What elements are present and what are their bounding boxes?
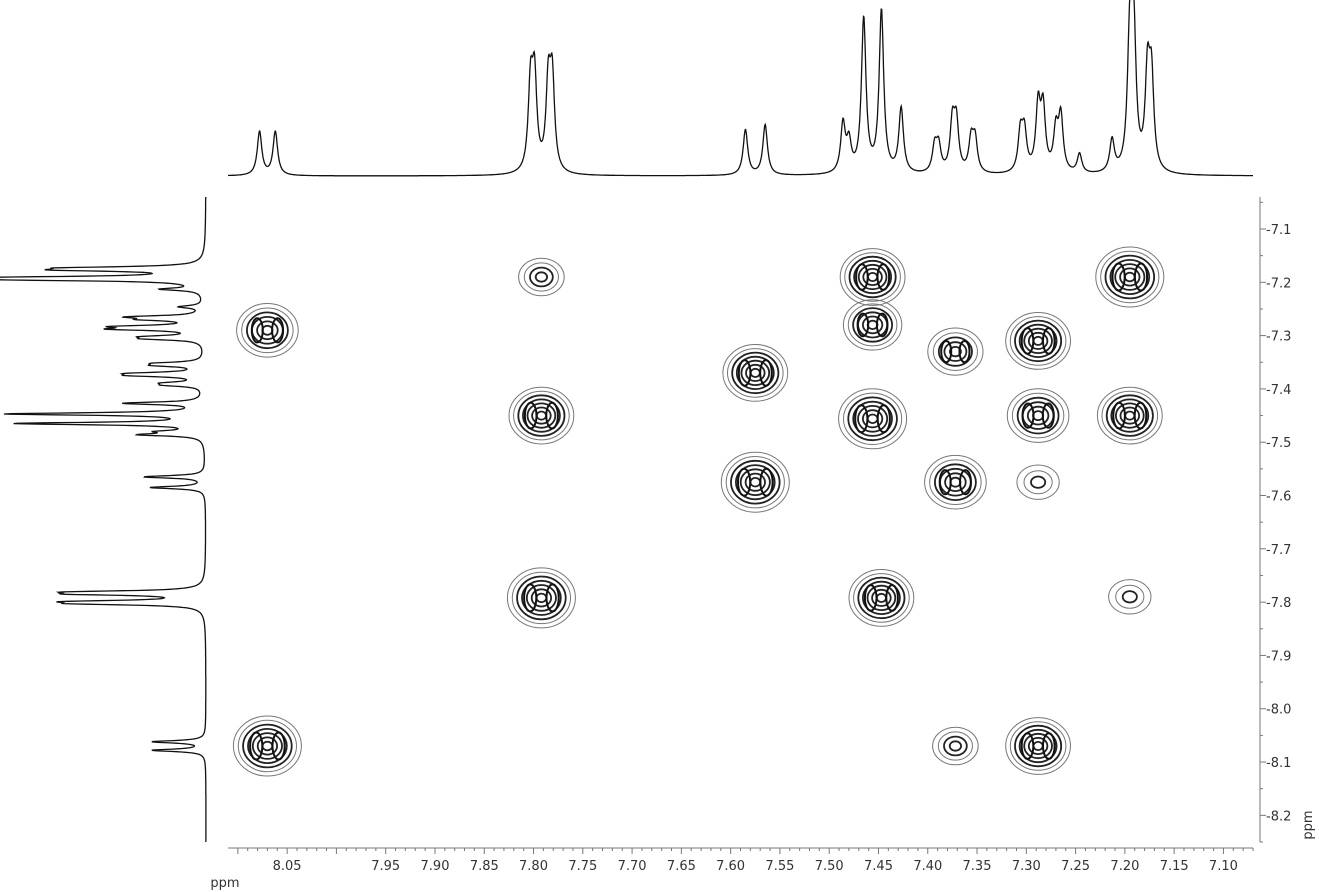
y-tick-label: -8.2 <box>1266 809 1291 824</box>
y-axis: -7.1 -7.2 -7.3 -7.4 -7.5 -7.6 -7.7 -7.8 -7.9 -8.0… <box>1259 197 1291 843</box>
x-axis: 8.05 7.95 7.90 7.85 7.80 7.75 7.70 7.65 7.60 7.55… <box>228 847 1254 874</box>
y-tick-label: -8.0 <box>1266 703 1291 718</box>
cross-peak <box>927 327 984 376</box>
cross-peak <box>720 451 790 513</box>
cross-peak <box>924 454 987 510</box>
y-tick-label: -7.4 <box>1266 383 1291 398</box>
x-tick-label: 7.15 <box>1160 859 1189 874</box>
cross-peak <box>848 569 915 627</box>
x-tick-label: 8.05 <box>273 859 302 874</box>
x-tick-label: 7.10 <box>1209 859 1238 874</box>
x-tick-label: 7.95 <box>371 859 400 874</box>
x-tick-label: 7.85 <box>470 859 499 874</box>
x-tick-label: 7.30 <box>1012 859 1041 874</box>
cross-peak <box>236 303 299 358</box>
left-projection-trace <box>0 197 207 842</box>
y-tick-label: -7.8 <box>1266 596 1291 611</box>
x-tick-label: 7.25 <box>1061 859 1090 874</box>
x-tick-label: 7.50 <box>815 859 844 874</box>
y-axis-label: ppm <box>1301 810 1316 839</box>
x-tick-label: 7.65 <box>667 859 696 874</box>
y-tick-label: -7.5 <box>1266 436 1291 451</box>
cross-peak <box>932 726 979 766</box>
cross-peak <box>722 344 789 402</box>
cross-peak <box>1005 312 1071 370</box>
cross-peak <box>1016 464 1060 500</box>
y-tick-label: -7.3 <box>1266 330 1291 345</box>
cross-peak <box>506 567 576 629</box>
y-tick-label: -7.1 <box>1266 223 1291 238</box>
cross-peak <box>232 715 302 777</box>
x-axis-label: ppm <box>210 876 239 891</box>
cross-peak <box>1095 246 1165 308</box>
y-tick-label: -7.9 <box>1266 649 1291 664</box>
x-tick-label: 7.90 <box>421 859 450 874</box>
x-tick-label: 7.70 <box>618 859 647 874</box>
y-tick-label: -7.7 <box>1266 543 1291 558</box>
x-tick-label: 7.40 <box>913 859 942 874</box>
cross-peak <box>1096 386 1163 445</box>
x-tick-label: 7.60 <box>716 859 745 874</box>
cross-peak <box>1108 579 1152 615</box>
x-tick-label: 7.80 <box>519 859 548 874</box>
top-projection-trace <box>228 0 1253 177</box>
x-tick-label: 7.20 <box>1110 859 1139 874</box>
cross-peak <box>508 386 575 445</box>
x-tick-label: 7.35 <box>963 859 992 874</box>
cross-peak-contours <box>232 246 1165 777</box>
x-tick-label: 7.45 <box>864 859 893 874</box>
y-tick-label: -8.1 <box>1266 756 1291 771</box>
cross-peak <box>1005 717 1071 775</box>
y-tick-label: -7.2 <box>1266 276 1291 291</box>
left-1d-projection-spectrum <box>0 197 207 842</box>
top-1d-projection-spectrum <box>228 0 1253 177</box>
cross-peak <box>838 388 908 450</box>
x-tick-label: 7.55 <box>765 859 794 874</box>
cross-peak <box>518 257 565 297</box>
x-tick-label: 7.75 <box>568 859 597 874</box>
cross-peak <box>1006 388 1070 443</box>
cross-peak <box>839 248 906 306</box>
cross-peak <box>842 299 903 351</box>
y-tick-label: -7.6 <box>1266 490 1291 505</box>
